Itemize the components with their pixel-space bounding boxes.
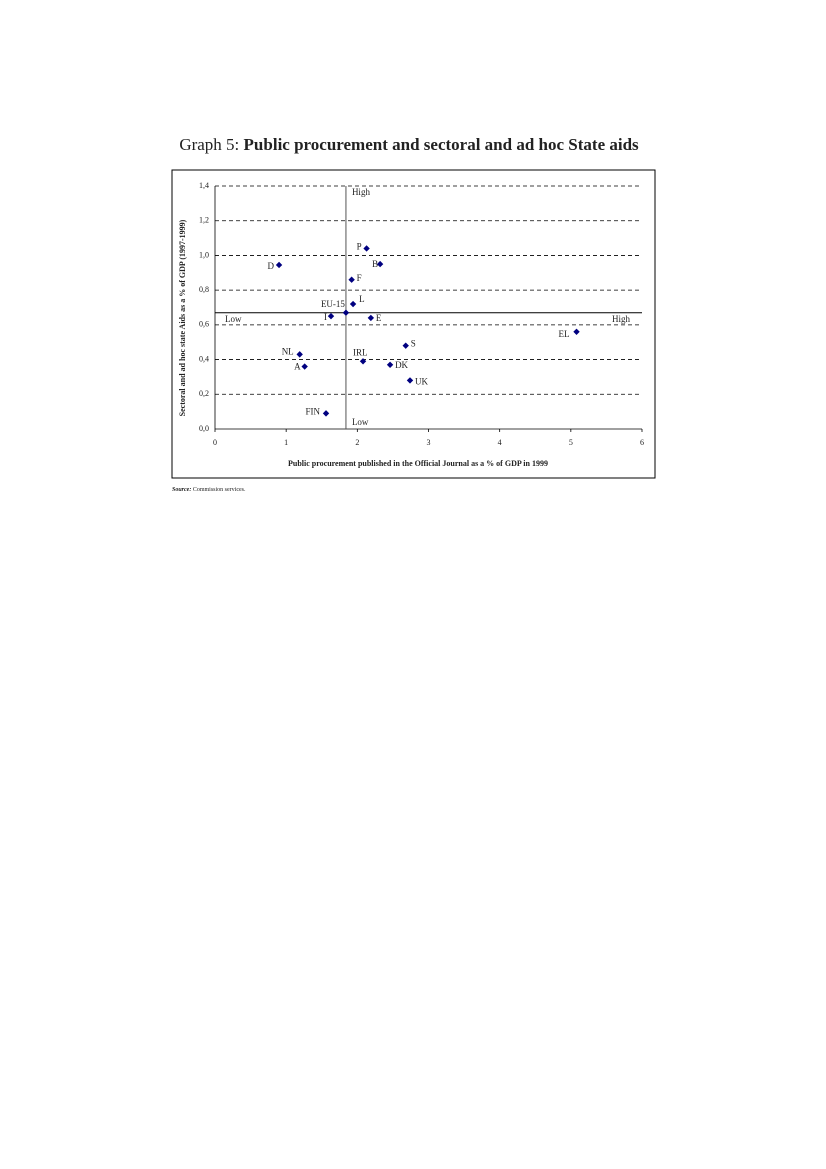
point-label: F <box>357 273 362 283</box>
y-tick-label: 0,2 <box>199 389 209 398</box>
data-point <box>367 314 375 322</box>
title-prefix: Graph 5: <box>179 135 239 154</box>
data-point <box>348 276 355 283</box>
point-label: D <box>268 261 275 271</box>
data-point <box>327 312 335 320</box>
point-label: I <box>324 312 327 322</box>
x-tick-label: 2 <box>355 438 359 447</box>
source-label: Source: <box>172 487 191 493</box>
point-label: P <box>357 242 362 252</box>
point-label: A <box>294 362 301 372</box>
y-tick-label: 0,8 <box>199 285 209 294</box>
data-point <box>349 300 357 308</box>
point-label: IRL <box>353 347 368 357</box>
chart-title: Graph 5: Public procurement and sectoral… <box>179 135 639 154</box>
data-point <box>275 261 283 269</box>
x-tick-label: 1 <box>284 438 288 447</box>
source-note: Source: Commission services. <box>172 487 246 493</box>
quadrant-label: High <box>352 187 371 197</box>
quadrant-label: High <box>612 314 631 324</box>
point-label: E <box>376 313 382 323</box>
y-tick-label: 0,4 <box>199 354 209 363</box>
data-point <box>342 309 350 316</box>
y-tick-label: 1,2 <box>199 216 209 225</box>
source-text: Commission services. <box>193 487 246 493</box>
data-point <box>363 245 370 252</box>
title-main: Public procurement and sectoral and ad h… <box>244 135 639 154</box>
data-point <box>573 328 580 335</box>
x-tick-label: 3 <box>427 438 431 447</box>
point-label: FIN <box>306 406 321 416</box>
data-point <box>402 342 409 349</box>
x-tick-label: 5 <box>569 438 573 447</box>
y-tick-label: 1,4 <box>199 181 209 190</box>
data-point <box>296 351 303 358</box>
y-tick-label: 0,0 <box>199 424 209 433</box>
x-axis-label: Public procurement published in the Offi… <box>288 459 548 468</box>
y-tick-label: 1,0 <box>199 250 209 259</box>
point-label: NL <box>282 346 294 356</box>
point-label: L <box>359 294 365 304</box>
data-point <box>359 358 367 365</box>
x-tick-label: 0 <box>213 438 217 447</box>
y-tick-label: 0,6 <box>199 320 209 329</box>
data-point <box>322 410 330 417</box>
data-point <box>406 377 414 384</box>
data-point <box>386 361 394 368</box>
point-label: EU-15 <box>321 299 345 309</box>
point-label: UK <box>415 376 428 386</box>
quadrant-label: Low <box>225 314 242 324</box>
x-tick-label: 6 <box>640 438 644 447</box>
point-label: B <box>372 259 378 269</box>
chart-frame <box>171 169 656 479</box>
data-point <box>376 260 384 268</box>
quadrant-label: Low <box>352 417 369 427</box>
data-point <box>301 363 308 370</box>
point-label: EL <box>559 329 570 339</box>
point-label: DK <box>395 360 408 370</box>
x-tick-label: 4 <box>498 438 502 447</box>
point-label: S <box>411 339 416 349</box>
y-axis-label: Sectoral and ad hoc state Aids as a % of… <box>178 219 187 416</box>
